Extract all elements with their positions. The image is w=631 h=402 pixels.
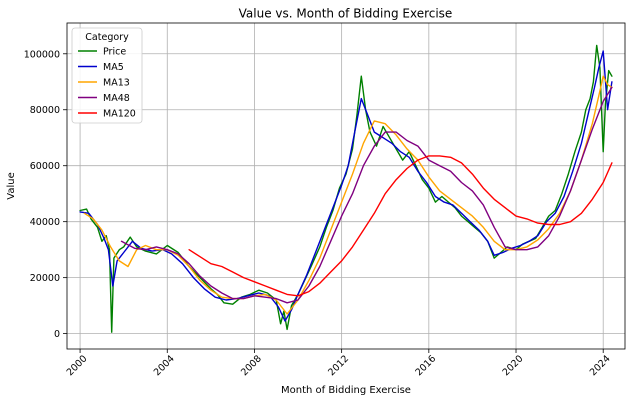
legend-label-ma5: MA5 (103, 62, 124, 73)
legend-label-ma120: MA120 (103, 109, 136, 120)
x-axis-label: Month of Bidding Exercise (281, 385, 411, 396)
y-tick-label: 0 (54, 329, 60, 340)
y-tick-label: 40000 (30, 217, 60, 228)
y-tick-label: 20000 (30, 273, 60, 284)
legend: Category Price MA5 MA13 MA48 MA120 (71, 27, 143, 124)
series-layer (79, 44, 613, 333)
y-tick-label: 80000 (30, 105, 60, 116)
series-line-ma120 (188, 155, 613, 297)
legend-entries: Price MA5 MA13 MA48 MA120 (78, 47, 136, 120)
y-axis-label: Value (6, 172, 17, 199)
legend-label-ma13: MA13 (103, 78, 130, 89)
legend-label-ma48: MA48 (103, 93, 130, 104)
legend-label-price: Price (103, 47, 126, 58)
legend-title: Category (85, 32, 129, 43)
plot-area (66, 22, 626, 350)
series-line-ma48 (120, 86, 613, 304)
y-tick-label: 100000 (24, 49, 60, 60)
grid (67, 23, 625, 349)
y-axis: 0 20000 40000 60000 80000 100000 (24, 49, 67, 340)
series-line-price (79, 44, 613, 333)
y-tick-label: 60000 (30, 161, 60, 172)
chart-title: Value vs. Month of Bidding Exercise (239, 7, 453, 21)
series-line-ma13 (83, 75, 613, 315)
